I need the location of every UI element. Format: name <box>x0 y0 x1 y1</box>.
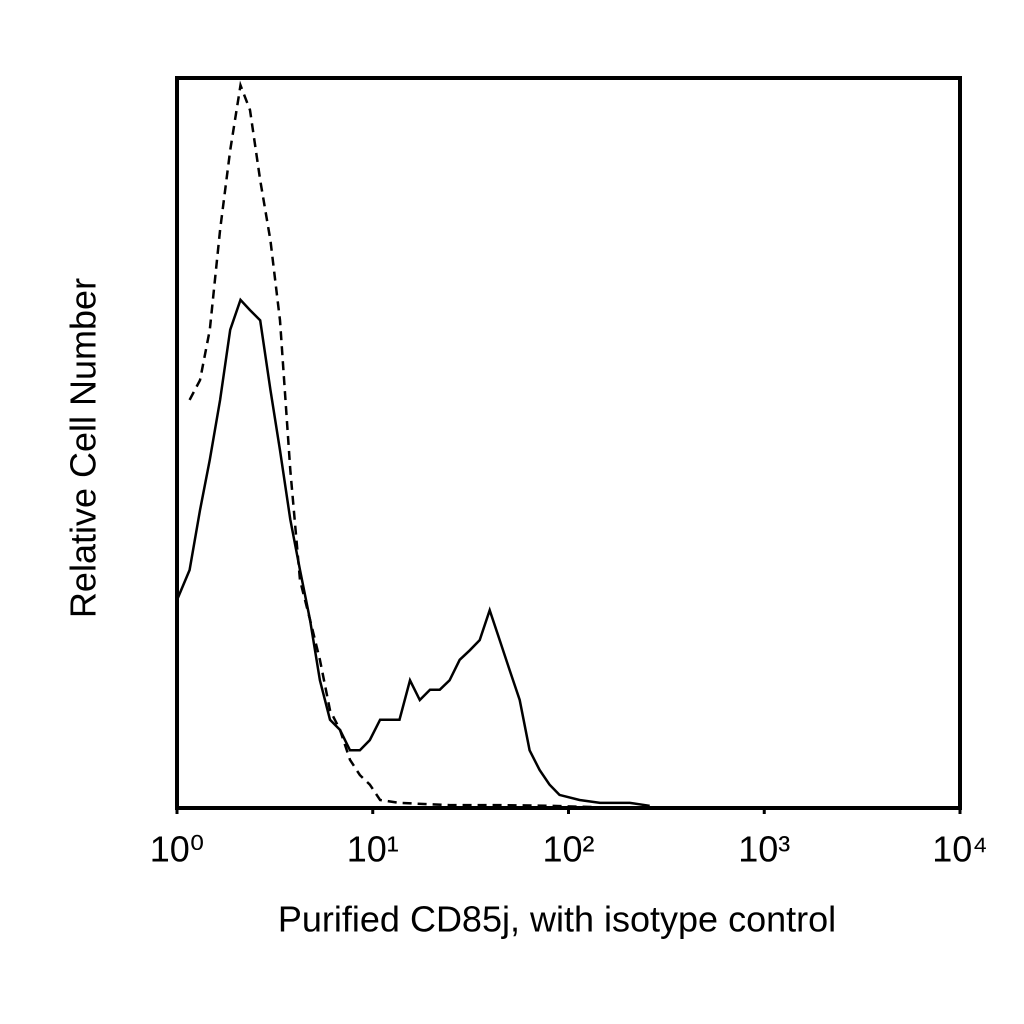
y-axis-label: Relative Cell Number <box>63 278 104 618</box>
x-tick-label: 10² <box>542 829 594 870</box>
x-axis-label: Purified CD85j, with isotype control <box>278 899 836 940</box>
histogram-line <box>188 80 601 809</box>
x-tick-label: 10¹ <box>347 829 399 870</box>
histogram-line <box>175 297 650 808</box>
x-tick-label: 10⁰ <box>150 829 204 870</box>
x-tick-label: 10⁴ <box>932 829 988 870</box>
x-tick-label: 10³ <box>738 829 790 870</box>
